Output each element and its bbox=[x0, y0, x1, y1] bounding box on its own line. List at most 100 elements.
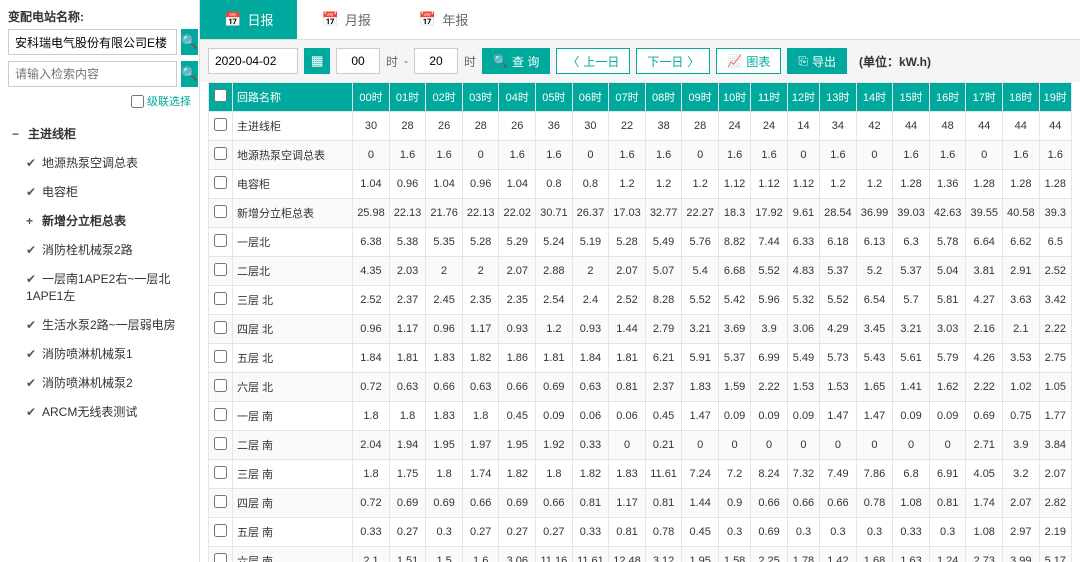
header-hour: 05时 bbox=[536, 83, 573, 112]
table-scroll[interactable]: 回路名称00时01时02时03时04时05时06时07时08时09时10时11时… bbox=[200, 82, 1080, 562]
row-checkbox[interactable] bbox=[214, 553, 227, 562]
cell: 3.81 bbox=[966, 257, 1003, 286]
cell: 1.82 bbox=[462, 344, 499, 373]
row-checkbox[interactable] bbox=[214, 263, 227, 276]
cell: 1.04 bbox=[353, 170, 390, 199]
cell: 5.37 bbox=[893, 257, 930, 286]
cell: 22.13 bbox=[462, 199, 499, 228]
tab-monthly[interactable]: 📅月报 bbox=[297, 0, 394, 39]
tree-node[interactable]: ✔电容柜 bbox=[8, 177, 191, 206]
tree-node[interactable]: ✔消防栓机械泵2路 bbox=[8, 235, 191, 264]
calendar-button[interactable]: ▦ bbox=[304, 48, 330, 74]
cell: 5.04 bbox=[929, 257, 966, 286]
cell: 5.17 bbox=[1039, 547, 1071, 562]
cell: 32.77 bbox=[645, 199, 682, 228]
cell: 7.49 bbox=[820, 460, 857, 489]
cell: 2.52 bbox=[609, 286, 646, 315]
station-input[interactable] bbox=[8, 29, 177, 55]
tree-node[interactable]: +新增分立柜总表 bbox=[8, 206, 191, 235]
cell: 0.27 bbox=[389, 518, 426, 547]
cascade-checkbox-label[interactable]: 级联选择 bbox=[131, 93, 191, 109]
cell: 2.07 bbox=[1039, 460, 1071, 489]
row-checkbox[interactable] bbox=[214, 118, 227, 131]
cell: 2.03 bbox=[389, 257, 426, 286]
cell: 2.4 bbox=[572, 286, 609, 315]
cell: 1.2 bbox=[645, 170, 682, 199]
tree-node[interactable]: −主进线柜 bbox=[8, 119, 191, 148]
cell: 6.3 bbox=[893, 228, 930, 257]
cell: 1.59 bbox=[718, 373, 750, 402]
row-checkbox[interactable] bbox=[214, 176, 227, 189]
row-checkbox[interactable] bbox=[214, 524, 227, 537]
row-checkbox[interactable] bbox=[214, 321, 227, 334]
cell: 1.53 bbox=[820, 373, 857, 402]
hour-end-select[interactable] bbox=[414, 48, 458, 74]
cell: 1.08 bbox=[966, 518, 1003, 547]
tree-node[interactable]: ✔地源热泵空调总表 bbox=[8, 148, 191, 177]
cell: 1.8 bbox=[426, 460, 463, 489]
export-button[interactable]: ⎘导出 bbox=[787, 48, 847, 74]
date-input[interactable] bbox=[208, 48, 298, 74]
cell: 0.78 bbox=[645, 518, 682, 547]
cell: 28.54 bbox=[820, 199, 857, 228]
cell: 1.12 bbox=[787, 170, 819, 199]
cell: 1.6 bbox=[536, 141, 573, 170]
cell: 6.33 bbox=[787, 228, 819, 257]
tab-yearly[interactable]: 📅年报 bbox=[395, 0, 492, 39]
chart-button[interactable]: 📈图表 bbox=[716, 48, 781, 74]
next-day-button[interactable]: 下一日〉 bbox=[636, 48, 710, 74]
cell: 1.65 bbox=[856, 373, 893, 402]
header-hour: 01时 bbox=[389, 83, 426, 112]
select-all-checkbox[interactable] bbox=[214, 89, 227, 102]
row-checkbox[interactable] bbox=[214, 495, 227, 508]
tree-node[interactable]: ✔一层南1APE2右~一层北1APE1左 bbox=[8, 264, 191, 310]
row-checkbox[interactable] bbox=[214, 147, 227, 160]
row-checkbox[interactable] bbox=[214, 437, 227, 450]
cell: 5.07 bbox=[645, 257, 682, 286]
cell: 22 bbox=[609, 112, 646, 141]
chevron-right-icon: 〉 bbox=[687, 53, 699, 70]
tree-node[interactable]: ✔消防喷淋机械泵2 bbox=[8, 368, 191, 397]
prev-day-button[interactable]: 〈上一日 bbox=[556, 48, 630, 74]
hour-start-select[interactable] bbox=[336, 48, 380, 74]
cell: 1.44 bbox=[682, 489, 719, 518]
cell: 25.98 bbox=[353, 199, 390, 228]
cell: 5.78 bbox=[929, 228, 966, 257]
cell: 1.95 bbox=[682, 547, 719, 562]
tree-icon: ✔ bbox=[26, 376, 38, 390]
cell: 1.84 bbox=[572, 344, 609, 373]
cell: 2.54 bbox=[536, 286, 573, 315]
tree-search-button[interactable]: 🔍 bbox=[181, 61, 198, 87]
cell: 4.05 bbox=[966, 460, 1003, 489]
cell: 1.92 bbox=[536, 431, 573, 460]
tree-node[interactable]: ✔生活水泵2路~一层弱电房 bbox=[8, 310, 191, 339]
tree-search-input[interactable] bbox=[8, 61, 177, 87]
cell: 0.69 bbox=[499, 489, 536, 518]
cell: 1.28 bbox=[1003, 170, 1040, 199]
header-name: 回路名称 bbox=[233, 83, 353, 112]
station-search-button[interactable]: 🔍 bbox=[181, 29, 198, 55]
cell: 1.95 bbox=[426, 431, 463, 460]
row-checkbox[interactable] bbox=[214, 379, 227, 392]
row-checkbox[interactable] bbox=[214, 234, 227, 247]
cell: 22.27 bbox=[682, 199, 719, 228]
tree-node[interactable]: ✔ARCM无线表测试 bbox=[8, 397, 191, 426]
row-checkbox[interactable] bbox=[214, 408, 227, 421]
cell: 48 bbox=[929, 112, 966, 141]
tree-label: 生活水泵2路~一层弱电房 bbox=[42, 318, 176, 332]
tab-daily[interactable]: 📅日报 bbox=[200, 0, 297, 39]
cell: 14 bbox=[787, 112, 819, 141]
cell: 0.06 bbox=[609, 402, 646, 431]
cell: 1.6 bbox=[1003, 141, 1040, 170]
row-checkbox[interactable] bbox=[214, 205, 227, 218]
cell: 11.16 bbox=[536, 547, 573, 562]
cell: 4.35 bbox=[353, 257, 390, 286]
row-name: 主进线柜 bbox=[233, 112, 353, 141]
tree-node[interactable]: ✔消防喷淋机械泵1 bbox=[8, 339, 191, 368]
row-checkbox[interactable] bbox=[214, 292, 227, 305]
cascade-checkbox[interactable] bbox=[131, 95, 144, 108]
row-checkbox[interactable] bbox=[214, 466, 227, 479]
cell: 1.04 bbox=[426, 170, 463, 199]
row-checkbox[interactable] bbox=[214, 350, 227, 363]
query-button[interactable]: 🔍查 询 bbox=[482, 48, 550, 74]
